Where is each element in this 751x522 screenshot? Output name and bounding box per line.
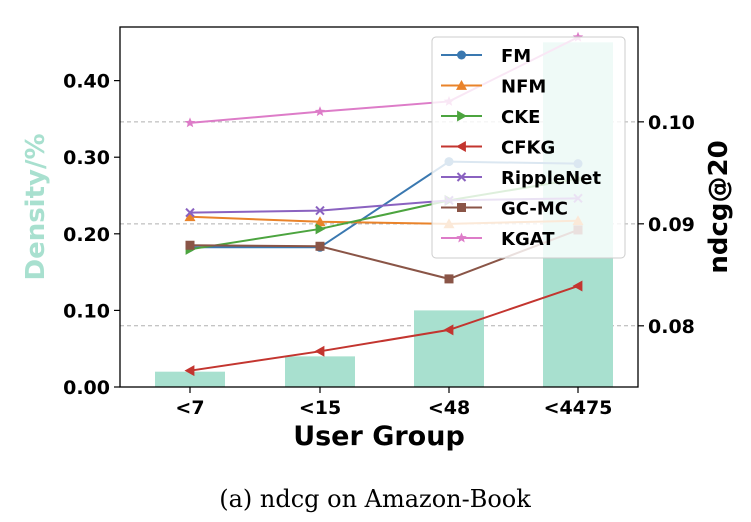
legend-entry-fm: FM bbox=[441, 46, 531, 67]
legend-frame bbox=[431, 36, 626, 259]
point-cke-1 bbox=[315, 223, 326, 235]
point-ripplenet-0 bbox=[185, 207, 195, 218]
left-tick-label-3: 0.30 bbox=[63, 147, 110, 169]
legend-label-ripplenet: RippleNet bbox=[501, 168, 601, 189]
legend-label-nfm: NFM bbox=[501, 77, 546, 98]
point-gc-mc-2 bbox=[444, 274, 454, 284]
legend-entry-cke: CKE bbox=[441, 107, 540, 128]
point-cfkg-2 bbox=[443, 324, 454, 336]
x-axis-label: User Group bbox=[293, 421, 465, 452]
figure-caption: (a) ndcg on Amazon-Book bbox=[219, 485, 531, 513]
left-axis-ticks: 0.00 0.10 0.20 0.30 0.40 bbox=[63, 71, 120, 399]
plot-frame bbox=[119, 26, 639, 388]
left-tick-label-2: 0.20 bbox=[63, 224, 110, 246]
point-ripplenet-1 bbox=[315, 205, 325, 216]
x-axis-ticks: <7 <15 <48 <4475 bbox=[175, 387, 612, 419]
left-axis-label: Density/% bbox=[21, 133, 51, 280]
x-tick-label-2: <48 bbox=[428, 397, 470, 419]
legend: FM NFM CKE CFKG RippleNet GC-MC KGAT bbox=[431, 36, 626, 259]
series-cfkg bbox=[184, 280, 583, 377]
point-cfkg-1 bbox=[314, 345, 325, 357]
legend-label-fm: FM bbox=[501, 46, 531, 67]
x-tick-label-3: <4475 bbox=[544, 397, 613, 419]
legend-label-gc-mc: GC-MC bbox=[501, 199, 568, 220]
legend-marker-kgat bbox=[456, 232, 467, 243]
right-axis-ticks: 0.08 0.09 0.10 bbox=[638, 112, 695, 338]
legend-label-kgat: KGAT bbox=[501, 229, 555, 250]
legend-marker-fm bbox=[457, 50, 466, 60]
density-bar-0 bbox=[155, 371, 225, 387]
point-gc-mc-1 bbox=[315, 241, 325, 251]
legend-marker-gc-mc bbox=[457, 203, 466, 212]
point-gc-mc-0 bbox=[185, 240, 195, 250]
legend-label-cke: CKE bbox=[501, 107, 540, 128]
x-tick-label-0: <7 bbox=[175, 397, 204, 419]
right-tick-label-2: 0.10 bbox=[648, 112, 695, 134]
legend-marker-nfm bbox=[456, 80, 467, 90]
legend-marker-cke bbox=[457, 110, 467, 122]
density-bar-1 bbox=[285, 356, 355, 387]
x-tick-label-1: <15 bbox=[299, 397, 341, 419]
right-tick-label-1: 0.09 bbox=[648, 214, 695, 236]
legend-entry-nfm: NFM bbox=[441, 77, 546, 98]
point-nfm-1 bbox=[314, 216, 326, 227]
legend-entry-cfkg: CFKG bbox=[441, 138, 555, 159]
point-cfkg-0 bbox=[184, 365, 195, 377]
point-cfkg-3 bbox=[572, 280, 583, 292]
legend-marker-ripplenet bbox=[456, 172, 467, 182]
legend-entry-kgat: KGAT bbox=[441, 229, 555, 250]
left-tick-label-0: 0.00 bbox=[63, 377, 110, 399]
right-axis-label: ndcg@20 bbox=[704, 140, 734, 273]
point-nfm-0 bbox=[184, 211, 196, 222]
legend-entry-ripplenet: RippleNet bbox=[441, 168, 601, 189]
legend-entry-gc-mc: GC-MC bbox=[441, 199, 568, 220]
point-kgat-0 bbox=[184, 117, 196, 128]
right-tick-label-0: 0.08 bbox=[648, 316, 695, 338]
point-kgat-1 bbox=[314, 106, 326, 117]
left-tick-label-4: 0.40 bbox=[63, 71, 110, 93]
legend-marker-cfkg bbox=[456, 141, 466, 152]
density-bar-2 bbox=[414, 310, 484, 387]
left-tick-label-1: 0.10 bbox=[63, 300, 110, 322]
line-cfkg bbox=[189, 285, 579, 372]
legend-label-cfkg: CFKG bbox=[501, 138, 555, 159]
